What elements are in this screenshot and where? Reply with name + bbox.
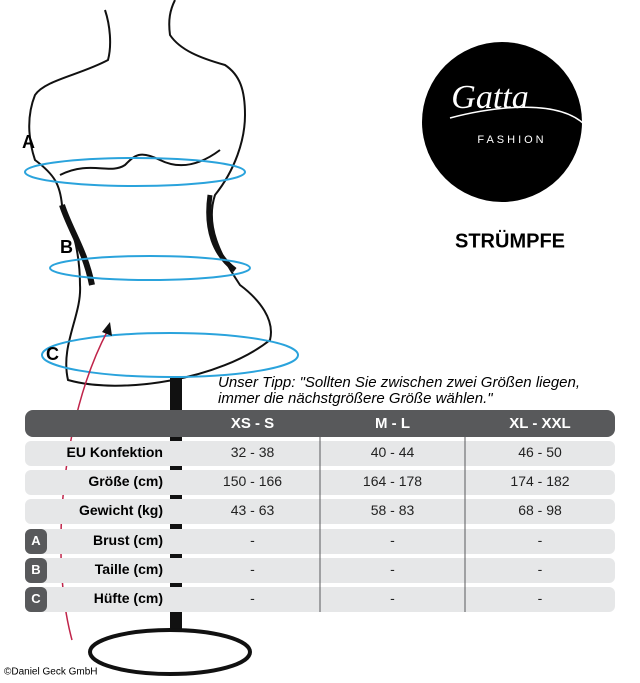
cell: 32 - 38 <box>231 444 275 460</box>
cell: - <box>390 532 395 548</box>
cell: - <box>250 532 255 548</box>
row-badge <box>25 587 47 612</box>
cell: - <box>250 561 255 577</box>
figure-label: C <box>46 344 59 364</box>
tip: Unser Tipp: "Sollten Sie zwischen zwei G… <box>218 374 580 391</box>
logo-tagline: FASHION <box>477 134 546 146</box>
cell: 40 - 44 <box>371 444 415 460</box>
row-badge <box>25 558 47 583</box>
cell: 43 - 63 <box>231 502 275 518</box>
cell: 58 - 83 <box>371 502 415 518</box>
row-badge-label: C <box>31 591 41 606</box>
cell: 46 - 50 <box>518 444 562 460</box>
cell: 68 - 98 <box>518 502 562 518</box>
column-header: M - L <box>375 415 410 432</box>
tip: immer die nächstgrößere Größe wählen." <box>218 390 493 407</box>
figure-label: B <box>60 237 73 257</box>
measure-rings <box>24 157 299 378</box>
logo-swoosh <box>449 106 586 126</box>
cell: - <box>538 561 543 577</box>
size-table: XS - S M - L XL - XXL EU Konfektion 32 - 38 4… <box>25 410 615 612</box>
cell: - <box>538 532 543 548</box>
cell: - <box>538 590 543 606</box>
logo-badge <box>422 42 582 202</box>
row-label: Gewicht (kg) <box>79 502 163 518</box>
header-row <box>25 410 615 437</box>
cell: 150 - 166 <box>223 473 282 489</box>
row-badge-label: B <box>31 562 40 577</box>
cell: 164 - 178 <box>363 473 422 489</box>
cell: - <box>250 590 255 606</box>
row-badge-label: A <box>31 533 41 548</box>
row-label: Brust (cm) <box>93 532 163 548</box>
mannequin <box>28 0 272 387</box>
row-label: Hüfte (cm) <box>94 590 163 606</box>
cell: - <box>390 561 395 577</box>
row-label: EU Konfektion <box>67 444 163 460</box>
column-header: XS - S <box>231 415 274 432</box>
row-label: Taille (cm) <box>95 561 163 577</box>
row-badge <box>25 529 47 554</box>
cell: - <box>390 590 395 606</box>
cell: 174 - 182 <box>510 473 569 489</box>
title: STRÜMPFE <box>455 229 565 252</box>
copyright: ©Daniel Geck GmbH <box>4 667 98 678</box>
arrow-head <box>102 322 112 336</box>
figure-label: A <box>22 132 35 152</box>
column-header: XL - XXL <box>509 415 570 432</box>
row-label: Größe (cm) <box>88 473 163 489</box>
